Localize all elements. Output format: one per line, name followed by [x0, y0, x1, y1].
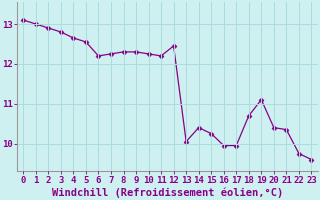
X-axis label: Windchill (Refroidissement éolien,°C): Windchill (Refroidissement éolien,°C)	[52, 187, 283, 198]
